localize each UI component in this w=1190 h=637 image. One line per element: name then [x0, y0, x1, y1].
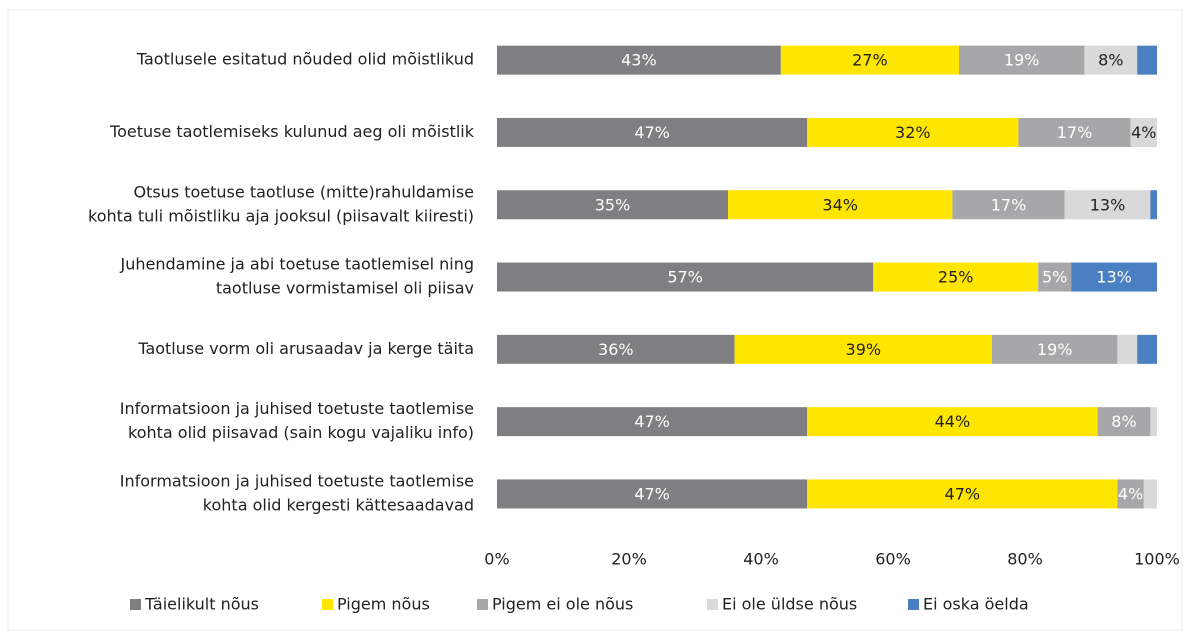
bar-segment — [873, 262, 1039, 292]
legend-swatch — [707, 599, 718, 610]
data-label: 13% — [1090, 195, 1126, 214]
legend-swatch — [908, 599, 919, 610]
bar-segment — [497, 334, 735, 364]
x-tick-label: 0% — [484, 550, 509, 569]
data-label: 19% — [1004, 51, 1040, 70]
bar-segment — [497, 262, 874, 292]
category-label: taotluse vormistamisel oli piisav — [216, 279, 474, 298]
bar-segment — [1038, 262, 1072, 292]
bar-segment — [1137, 334, 1157, 364]
bar-segment — [807, 407, 1098, 437]
legend-label: Pigem nõus — [337, 595, 430, 614]
data-label: 34% — [822, 195, 858, 214]
bar-segment — [497, 407, 808, 437]
chart-border — [7, 9, 1183, 631]
data-label: 4% — [1118, 484, 1143, 503]
bar-segment — [1064, 190, 1151, 220]
bar-segment — [728, 190, 953, 220]
bar-segment — [1117, 334, 1138, 364]
data-label: 57% — [667, 268, 703, 287]
legend-label: Pigem ei ole nõus — [492, 595, 633, 614]
data-label: 44% — [935, 412, 971, 431]
legend-swatch — [130, 599, 141, 610]
data-label: 27% — [852, 51, 888, 70]
data-label: 32% — [895, 123, 931, 142]
bar-segment — [780, 45, 959, 75]
bar-segment — [497, 479, 808, 509]
x-tick-label: 20% — [611, 550, 647, 569]
bar-segment — [1097, 407, 1151, 437]
bar-segment — [959, 45, 1085, 75]
legend-label: Ei ole üldse nõus — [722, 595, 857, 614]
bar-segment — [497, 190, 728, 220]
category-label: kohta olid kergesti kättesaadavad — [203, 495, 474, 514]
data-label: 47% — [634, 484, 670, 503]
bar-segment — [807, 117, 1019, 147]
bar-segment — [1150, 190, 1157, 220]
bar-segment — [497, 117, 808, 147]
bar-segment — [807, 479, 1118, 509]
bar-segment — [1018, 117, 1131, 147]
legend-swatch — [477, 599, 488, 610]
data-label: 8% — [1111, 412, 1136, 431]
data-label: 47% — [634, 412, 670, 431]
category-label: kohta tuli mõistliku aja jooksul (piisav… — [88, 206, 474, 225]
category-label: Informatsioon ja juhised toetuste taotle… — [120, 471, 474, 490]
bar-segment — [1084, 45, 1138, 75]
data-label: 8% — [1098, 51, 1123, 70]
x-tick-label: 100% — [1134, 550, 1180, 569]
data-label: 47% — [634, 123, 670, 142]
bar-segment — [1130, 117, 1157, 147]
legend-swatch — [322, 599, 333, 610]
bar-segment — [734, 334, 992, 364]
data-label: 39% — [846, 340, 882, 359]
data-label: 35% — [595, 195, 631, 214]
category-label: Juhendamine ja abi toetuse taotlemisel n… — [119, 255, 474, 274]
category-label: Otsus toetuse taotluse (mitte)rahuldamis… — [133, 182, 474, 201]
legend-label: Täielikult nõus — [144, 595, 259, 614]
category-label: Taotluse vorm oli arusaadav ja kerge täi… — [137, 339, 474, 358]
data-label: 17% — [1057, 123, 1093, 142]
category-label: Taotlusele esitatud nõuded olid mõistlik… — [136, 50, 474, 69]
data-label: 17% — [991, 195, 1027, 214]
legend-label: Ei oska öelda — [923, 595, 1029, 614]
category-label: Informatsioon ja juhised toetuste taotle… — [120, 399, 474, 418]
category-label: Toetuse taotlemiseks kulunud aeg oli mõi… — [109, 122, 475, 141]
bar-segment — [1150, 407, 1157, 437]
bar-segment — [1143, 479, 1157, 509]
data-label: 19% — [1037, 340, 1073, 359]
data-label: 43% — [621, 51, 657, 70]
bar-segment — [952, 190, 1065, 220]
x-tick-label: 80% — [1007, 550, 1043, 569]
data-label: 36% — [598, 340, 634, 359]
data-label: 5% — [1042, 268, 1067, 287]
bar-segment — [1071, 262, 1157, 292]
data-label: 47% — [945, 484, 981, 503]
x-tick-label: 60% — [875, 550, 911, 569]
data-label: 4% — [1131, 123, 1156, 142]
bar-segment — [497, 45, 781, 75]
category-label: kohta olid piisavad (sain kogu vajaliku … — [128, 423, 474, 442]
data-label: 25% — [938, 268, 974, 287]
data-label: 13% — [1096, 268, 1132, 287]
bar-segment — [992, 334, 1118, 364]
x-tick-label: 40% — [743, 550, 779, 569]
bar-segment — [1117, 479, 1144, 509]
bar-segment — [1137, 45, 1157, 75]
